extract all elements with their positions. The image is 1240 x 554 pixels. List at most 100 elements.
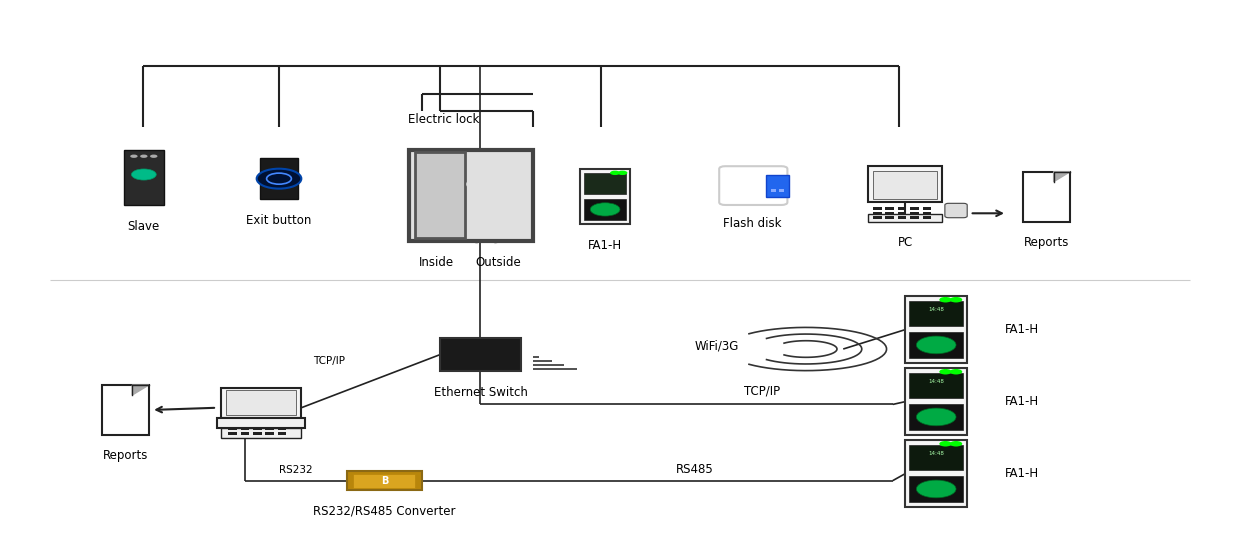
Bar	[873, 171, 937, 199]
Circle shape	[590, 203, 620, 216]
Bar	[898, 212, 906, 214]
Bar	[873, 207, 882, 210]
Bar	[353, 474, 415, 488]
Bar	[909, 373, 963, 398]
Bar	[885, 216, 894, 219]
Text: Reports: Reports	[103, 449, 148, 463]
Circle shape	[610, 171, 620, 175]
FancyBboxPatch shape	[719, 166, 787, 205]
Bar	[415, 152, 465, 238]
Bar	[868, 166, 942, 202]
Bar	[124, 150, 164, 205]
Bar	[278, 432, 286, 435]
Circle shape	[950, 297, 962, 302]
Bar	[905, 368, 967, 435]
Text: RS232: RS232	[279, 464, 312, 475]
Text: FA1-H: FA1-H	[1004, 323, 1039, 336]
Circle shape	[131, 169, 156, 180]
Bar	[265, 428, 274, 430]
Bar	[102, 385, 149, 435]
Bar	[580, 169, 630, 224]
Bar	[241, 428, 249, 430]
Bar	[440, 338, 521, 371]
Bar	[221, 388, 301, 418]
Bar	[898, 207, 906, 210]
Bar	[278, 428, 286, 430]
Bar	[766, 175, 789, 197]
Circle shape	[916, 480, 956, 498]
Bar	[253, 428, 262, 430]
Text: Flash disk: Flash disk	[723, 217, 782, 230]
Text: 14:48: 14:48	[929, 307, 944, 312]
Text: WiFi/3G: WiFi/3G	[694, 340, 739, 353]
Circle shape	[940, 297, 952, 302]
Circle shape	[618, 171, 627, 175]
FancyBboxPatch shape	[945, 203, 967, 218]
Text: TCP/IP: TCP/IP	[744, 384, 780, 397]
Circle shape	[950, 369, 962, 375]
Bar	[228, 432, 237, 435]
Circle shape	[940, 369, 952, 375]
Circle shape	[130, 155, 138, 158]
Bar	[771, 189, 776, 192]
Bar	[898, 216, 906, 219]
Circle shape	[940, 441, 952, 447]
Polygon shape	[1054, 172, 1070, 182]
Bar	[910, 212, 919, 214]
Text: Slave: Slave	[128, 219, 160, 233]
Circle shape	[950, 441, 962, 447]
Bar	[910, 207, 919, 210]
Bar	[584, 173, 626, 194]
Text: FA1-H: FA1-H	[1004, 467, 1039, 480]
Bar	[409, 150, 533, 241]
Text: RS485: RS485	[676, 463, 713, 476]
Text: TCP/IP: TCP/IP	[312, 356, 345, 366]
Text: Electric lock: Electric lock	[408, 112, 480, 126]
Text: PC: PC	[898, 236, 913, 249]
Text: Exit button: Exit button	[247, 214, 311, 227]
Bar	[909, 445, 963, 470]
Polygon shape	[133, 385, 149, 395]
Bar	[265, 432, 274, 435]
Bar	[347, 471, 422, 490]
Bar	[909, 404, 963, 429]
Circle shape	[257, 168, 301, 188]
Text: Reports: Reports	[1024, 236, 1069, 249]
Bar	[909, 332, 963, 357]
Text: Outside: Outside	[476, 255, 521, 269]
Text: Inside: Inside	[419, 255, 454, 269]
Circle shape	[140, 155, 148, 158]
Bar	[909, 301, 963, 326]
Bar	[779, 189, 784, 192]
Bar	[909, 476, 963, 501]
Text: 14:48: 14:48	[929, 451, 944, 456]
Bar	[885, 207, 894, 210]
Text: 14:48: 14:48	[929, 379, 944, 384]
Text: FA1-H: FA1-H	[588, 239, 622, 252]
Bar	[253, 432, 262, 435]
Bar	[217, 418, 305, 428]
Bar	[905, 440, 967, 507]
Bar	[923, 207, 931, 210]
Bar	[885, 212, 894, 214]
Bar	[226, 390, 296, 416]
Bar	[228, 428, 237, 430]
Bar	[868, 214, 942, 222]
Circle shape	[150, 155, 157, 158]
Bar	[472, 193, 500, 233]
Bar	[923, 212, 931, 214]
Bar	[260, 158, 298, 199]
Bar	[873, 212, 882, 214]
Bar	[923, 216, 931, 219]
Text: B: B	[381, 475, 388, 486]
Circle shape	[916, 336, 956, 354]
Bar	[241, 432, 249, 435]
Circle shape	[916, 408, 956, 426]
Circle shape	[466, 175, 506, 193]
Text: RS232/RS485 Converter: RS232/RS485 Converter	[314, 505, 455, 518]
Bar	[584, 199, 626, 220]
Bar	[910, 216, 919, 219]
Text: Ethernet Switch: Ethernet Switch	[434, 386, 527, 399]
Bar	[1023, 172, 1070, 222]
Text: FA1-H: FA1-H	[1004, 395, 1039, 408]
